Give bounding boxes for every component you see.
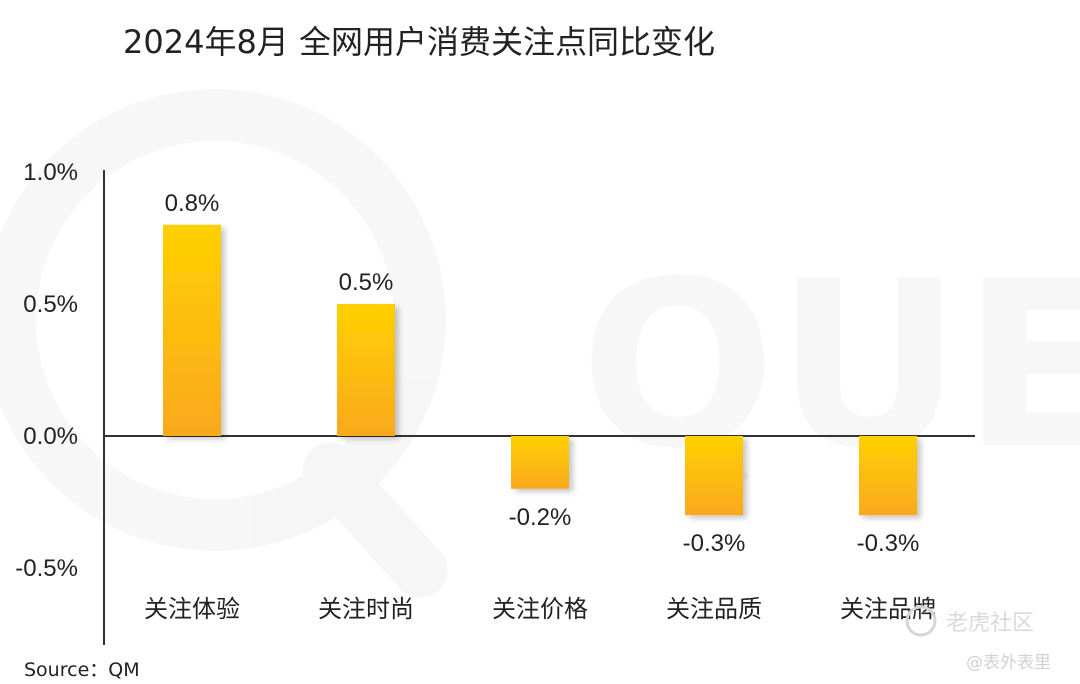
y-tick-label: 0.0% — [23, 423, 78, 450]
category-label: 关注品质 — [666, 595, 762, 623]
chart-title: 2024年8月 全网用户消费关注点同比变化 — [123, 23, 715, 61]
category-labels: 关注体验 关注时尚 关注价格 关注品质 关注品牌 — [144, 595, 936, 623]
data-label: -0.3% — [857, 530, 920, 557]
category-label: 关注体验 — [144, 595, 240, 623]
watermark-brand: 老虎社区 @表外表里 — [905, 605, 1051, 673]
watermark-handle: @表外表里 — [966, 653, 1051, 673]
data-label: -0.2% — [509, 504, 572, 531]
y-tick-label: -0.5% — [15, 555, 78, 582]
data-label: 0.5% — [339, 269, 394, 296]
bar-1 — [163, 224, 221, 436]
y-tick-label: 1.0% — [23, 159, 78, 186]
category-label: 关注品牌 — [840, 595, 936, 623]
category-label: 关注价格 — [492, 595, 588, 623]
data-label: 0.8% — [165, 190, 220, 217]
source-note: Source：QM — [24, 659, 140, 681]
bars — [163, 224, 917, 516]
bar-4 — [685, 436, 743, 516]
bar-3 — [511, 436, 569, 489]
data-label: -0.3% — [683, 530, 746, 557]
watermark-brand-text: 老虎社区 — [946, 611, 1034, 636]
category-label: 关注时尚 — [318, 595, 414, 623]
bar-2 — [337, 304, 395, 436]
watermark-logo: QUES — [0, 89, 1080, 598]
tiger-icon — [905, 605, 937, 637]
watermark-logo-text: QUES — [580, 233, 1080, 500]
y-tick-labels: 1.0% 0.5% 0.0% -0.5% — [15, 159, 78, 582]
bar-5 — [859, 436, 917, 516]
y-tick-label: 0.5% — [23, 291, 78, 318]
data-labels: 0.8% 0.5% -0.2% -0.3% -0.3% — [165, 190, 920, 557]
